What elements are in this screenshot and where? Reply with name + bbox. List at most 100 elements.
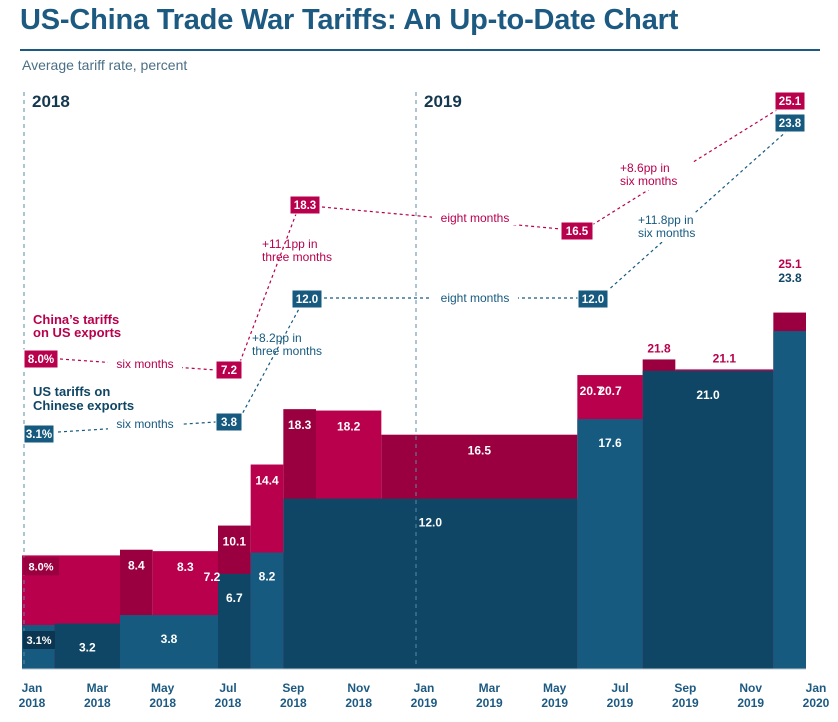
us-step-bar [283, 498, 578, 669]
china-annot-box-text: 16.5 [566, 226, 589, 238]
x-tick-year: 2019 [737, 696, 764, 710]
china-annot-box-text: 7.2 [221, 365, 237, 377]
us-step-bar [54, 623, 120, 669]
china-value-label: 21.1 [713, 351, 737, 365]
x-tick-year: 2018 [280, 696, 307, 710]
us-annot-box [215, 412, 243, 432]
us-value-label: 3.1% [26, 635, 51, 647]
china-value-label: 7.2 [204, 570, 221, 584]
china-annot-box [774, 91, 806, 111]
china-annot-text: +11.1pp in [262, 237, 318, 251]
us-annot-text: +8.2pp in [252, 331, 302, 345]
us-annot-bg [432, 291, 518, 305]
china-value-label: 20.7 [598, 384, 622, 398]
us-value-label: 3.2 [79, 641, 96, 655]
chart-subtitle: Average tariff rate, percent [22, 57, 188, 73]
x-tick-year: 2018 [19, 696, 46, 710]
us-annot-box [23, 424, 55, 444]
china-series-label: China’s tariffs [33, 312, 119, 327]
us-value-label: 17.6 [598, 436, 622, 450]
china-value-label: 20.7 [580, 384, 604, 398]
year-label: 2019 [424, 92, 462, 111]
us-start-box [23, 630, 55, 649]
x-tick-month: Sep [282, 681, 304, 695]
us-annot-bg [634, 214, 710, 242]
x-tick-year: 2018 [345, 696, 372, 710]
x-tick-year: 2018 [84, 696, 111, 710]
us-step-bar [218, 573, 251, 669]
us-value-label: 8.2 [259, 570, 276, 584]
china-annot-box [289, 195, 321, 215]
x-tick-year: 2019 [411, 696, 438, 710]
china-annot-bg [616, 162, 692, 190]
us-annot-text: +11.8pp in [638, 213, 694, 227]
china-annot-box [215, 360, 243, 380]
china-annot-box-text: 8.0% [28, 354, 54, 366]
x-tick-month: Nov [739, 681, 762, 695]
x-tick-month: Mar [479, 681, 501, 695]
china-annot-bg [432, 211, 518, 225]
x-tick-month: Nov [347, 681, 370, 695]
x-tick-month: Mar [87, 681, 109, 695]
x-tick-year: 2018 [149, 696, 176, 710]
us-annot-box [291, 289, 323, 309]
x-tick-month: Jul [611, 681, 628, 695]
us-annot-text: eight months [441, 291, 510, 305]
china-annot-text: +8.6pp in [620, 161, 670, 175]
title-rule [20, 49, 820, 51]
x-tick-year: 2020 [803, 696, 830, 710]
us-annot-line [239, 306, 301, 419]
x-tick-year: 2019 [672, 696, 699, 710]
us-value-label: 3.8 [161, 632, 178, 646]
x-tick-year: 2019 [607, 696, 634, 710]
china-value-label: 18.2 [337, 420, 361, 434]
us-value-label: 12.0 [419, 516, 443, 530]
us-annot-box [577, 289, 609, 309]
us-step-bar [120, 615, 218, 669]
china-annot-line [239, 213, 297, 363]
us-annot-text: six months [638, 226, 695, 240]
us-annot-box-text: 3.8 [221, 417, 238, 429]
us-value-label: 6.7 [226, 591, 243, 605]
us-step-bar [642, 370, 774, 669]
us-end-label: 23.8 [778, 271, 802, 285]
china-value-label: 8.4 [128, 559, 145, 573]
x-tick-month: Jan [22, 681, 43, 695]
china-start-box [23, 557, 59, 576]
x-tick-month: Jan [806, 681, 827, 695]
us-step-bar [577, 419, 643, 669]
china-annot-bg [108, 358, 182, 372]
us-annot-text: three months [252, 344, 322, 358]
us-value-label: 21.0 [696, 388, 720, 402]
us-annot-line [605, 129, 789, 293]
china-value-label: 8.3 [177, 560, 194, 574]
us-step-bar [250, 552, 284, 669]
china-annot-text: three months [262, 250, 332, 264]
china-value-label: 8.0% [28, 561, 53, 573]
us-annot-box-text: 12.0 [296, 294, 318, 306]
x-tick-month: Jan [414, 681, 435, 695]
china-annot-text: six months [620, 174, 677, 188]
us-annot-bg [108, 418, 182, 432]
china-annot-box-text: 18.3 [294, 200, 316, 212]
china-value-label: 10.1 [223, 535, 247, 549]
x-tick-year: 2018 [215, 696, 242, 710]
china-value-label: 18.3 [288, 418, 312, 432]
china-annot-text: six months [116, 357, 173, 371]
us-annot-text: six months [116, 417, 173, 431]
china-annot-box [560, 221, 594, 241]
china-value-label: 16.5 [468, 444, 492, 458]
x-tick-month: May [543, 681, 567, 695]
x-tick-month: Sep [674, 681, 696, 695]
us-annot-box-text: 12.0 [582, 294, 604, 306]
us-annot-box-text: 3.1% [26, 429, 52, 441]
x-tick-month: Jul [219, 681, 236, 695]
chart-title: US-China Trade War Tariffs: An Up-to-Dat… [20, 4, 679, 36]
china-value-label: 21.8 [647, 341, 671, 355]
us-step-bar [773, 331, 806, 669]
us-series-label: US tariffs on [33, 384, 110, 399]
x-tick-year: 2019 [541, 696, 568, 710]
china-annot-text: eight months [441, 211, 510, 225]
x-tick-year: 2019 [476, 696, 503, 710]
